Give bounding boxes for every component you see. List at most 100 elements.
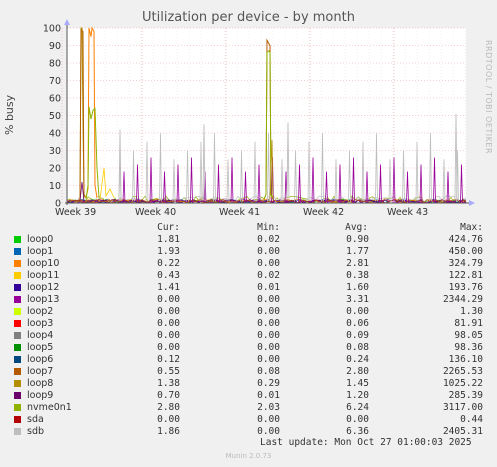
series-line-loop13 bbox=[419, 164, 423, 204]
legend-swatch bbox=[14, 356, 21, 363]
legend-max-value: 285.39 bbox=[448, 390, 483, 401]
series-line-loop13 bbox=[190, 157, 193, 204]
legend-min-value: 0.00 bbox=[257, 342, 280, 353]
series-line-sdb bbox=[267, 132, 270, 202]
legend-swatch bbox=[14, 296, 21, 303]
series-line-loop13 bbox=[230, 157, 234, 204]
series-line-sdb bbox=[334, 159, 338, 202]
legend-max-value: 0.44 bbox=[460, 414, 483, 425]
legend-swatch bbox=[14, 260, 21, 267]
series-line-sdb bbox=[240, 150, 243, 202]
series-line-loop13 bbox=[379, 164, 382, 204]
legend-cur-value: 1.86 bbox=[157, 426, 180, 437]
legend-max-value: 136.10 bbox=[448, 354, 483, 365]
y-tick-label: 70 bbox=[49, 76, 61, 87]
legend-swatch bbox=[14, 416, 21, 423]
legend-row-nvme0n1: nvme0n1 2.80 2.03 6.24 3117.00 bbox=[0, 402, 497, 414]
legend-row-loop10: loop10 0.22 0.00 2.81 324.79 bbox=[0, 258, 497, 270]
legend-row-loop7: loop7 0.55 0.08 2.80 2265.53 bbox=[0, 366, 497, 378]
legend-cur-value: 0.22 bbox=[157, 258, 180, 269]
series-line-loop13 bbox=[244, 171, 247, 204]
legend-name: loop5 bbox=[27, 342, 54, 353]
legend-cur-value: 0.00 bbox=[157, 294, 180, 305]
y-tick-label: 100 bbox=[43, 24, 61, 35]
series-line-loop7 bbox=[66, 199, 467, 204]
legend-swatch bbox=[14, 392, 21, 399]
legend-name: loop3 bbox=[27, 318, 54, 329]
legend-cur-value: 0.43 bbox=[157, 270, 180, 281]
legend-max-value: 3117.00 bbox=[442, 402, 483, 413]
legend-max-value: 122.81 bbox=[448, 270, 483, 281]
legend-avg-value: 0.00 bbox=[346, 306, 369, 317]
series-line-sdb bbox=[415, 141, 419, 202]
series-line-loop8 bbox=[269, 139, 274, 200]
legend-min-value: 0.29 bbox=[257, 378, 280, 389]
series-line-sdb bbox=[388, 159, 392, 202]
legend-row-loop8: loop8 1.38 0.29 1.45 1025.22 bbox=[0, 378, 497, 390]
series-line-nvme0n1 bbox=[85, 106, 100, 200]
legend-row-loop5: loop5 0.00 0.00 0.08 98.36 bbox=[0, 342, 497, 354]
y-tick-label: 20 bbox=[49, 164, 61, 175]
series-line-loop13 bbox=[257, 164, 261, 204]
series-line-sdb bbox=[307, 141, 311, 202]
legend-max-value: 2405.31 bbox=[442, 426, 483, 437]
legend-avg-value: 1.60 bbox=[346, 282, 369, 293]
legend-avg-value: 1.77 bbox=[346, 246, 369, 257]
series-line-sdb bbox=[202, 124, 206, 200]
legend-name: loop10 bbox=[27, 258, 60, 269]
legend-name: nvme0n1 bbox=[27, 402, 72, 413]
legend-avg-value: 1.20 bbox=[346, 390, 369, 401]
y-tick-label: 80 bbox=[49, 59, 61, 70]
legend-max-value: 324.79 bbox=[448, 258, 483, 269]
legend-row-loop11: loop11 0.43 0.02 0.38 122.81 bbox=[0, 270, 497, 282]
legend-name: loop11 bbox=[27, 270, 60, 281]
legend-row-loop9: loop9 0.70 0.01 1.20 285.39 bbox=[0, 390, 497, 402]
legend-row-loop1: loop1 1.93 0.00 1.77 450.00 bbox=[0, 246, 497, 258]
series-line-loop13 bbox=[122, 171, 126, 204]
legend-max-value: 98.36 bbox=[454, 342, 483, 353]
legend-swatch bbox=[14, 404, 21, 411]
legend-row-loop13: loop13 0.00 0.00 3.31 2344.29 bbox=[0, 294, 497, 306]
legend-header-avg: Avg: bbox=[345, 222, 368, 233]
series-line-loop7 bbox=[78, 28, 85, 202]
series-line-sdb bbox=[294, 150, 297, 202]
series-line-sdb bbox=[213, 132, 216, 202]
legend-name: loop8 bbox=[27, 378, 54, 389]
legend-min-value: 0.00 bbox=[257, 414, 280, 425]
legend-avg-value: 6.36 bbox=[346, 426, 369, 437]
legend-max-value: 98.05 bbox=[454, 330, 483, 341]
legend-name: loop6 bbox=[27, 354, 54, 365]
legend-cur-value: 0.00 bbox=[157, 306, 180, 317]
series-line-loop13 bbox=[176, 164, 180, 204]
x-axis-arrow bbox=[469, 200, 475, 206]
legend-header-min: Min: bbox=[257, 222, 280, 233]
last-update: Last update: Mon Oct 27 01:00:03 2025 bbox=[260, 437, 472, 448]
legend-avg-value: 0.38 bbox=[346, 270, 369, 281]
legend-name: loop0 bbox=[27, 234, 54, 245]
series-line-sdb bbox=[402, 150, 405, 202]
legend-name: loop9 bbox=[27, 390, 54, 401]
legend-swatch bbox=[14, 248, 21, 255]
x-tick-label: Week 40 bbox=[135, 207, 176, 218]
series-line-loop13 bbox=[446, 171, 450, 204]
y-tick-label: 40 bbox=[49, 129, 61, 140]
y-axis-arrow bbox=[64, 19, 70, 25]
series-line-loop13 bbox=[136, 164, 139, 204]
legend-swatch bbox=[14, 368, 21, 375]
legend-row-loop4: loop4 0.00 0.00 0.09 98.05 bbox=[0, 330, 497, 342]
legend-cur-value: 2.80 bbox=[157, 402, 180, 413]
legend-min-value: 0.08 bbox=[257, 366, 280, 377]
legend-avg-value: 1.45 bbox=[346, 378, 369, 389]
legend-cur-value: 1.38 bbox=[157, 378, 180, 389]
legend-cur-value: 0.12 bbox=[157, 354, 180, 365]
legend-swatch bbox=[14, 332, 21, 339]
legend-row-loop12: loop12 1.41 0.01 1.60 193.76 bbox=[0, 282, 497, 294]
series-line-nvme0n1 bbox=[263, 49, 274, 200]
legend-min-value: 0.00 bbox=[257, 306, 280, 317]
legend-swatch bbox=[14, 428, 21, 435]
series-line-loop13 bbox=[406, 171, 409, 204]
legend-row-sda: sda 0.00 0.00 0.00 0.44 bbox=[0, 414, 497, 426]
legend-name: sda bbox=[27, 414, 44, 425]
legend-min-value: 0.00 bbox=[257, 354, 280, 365]
